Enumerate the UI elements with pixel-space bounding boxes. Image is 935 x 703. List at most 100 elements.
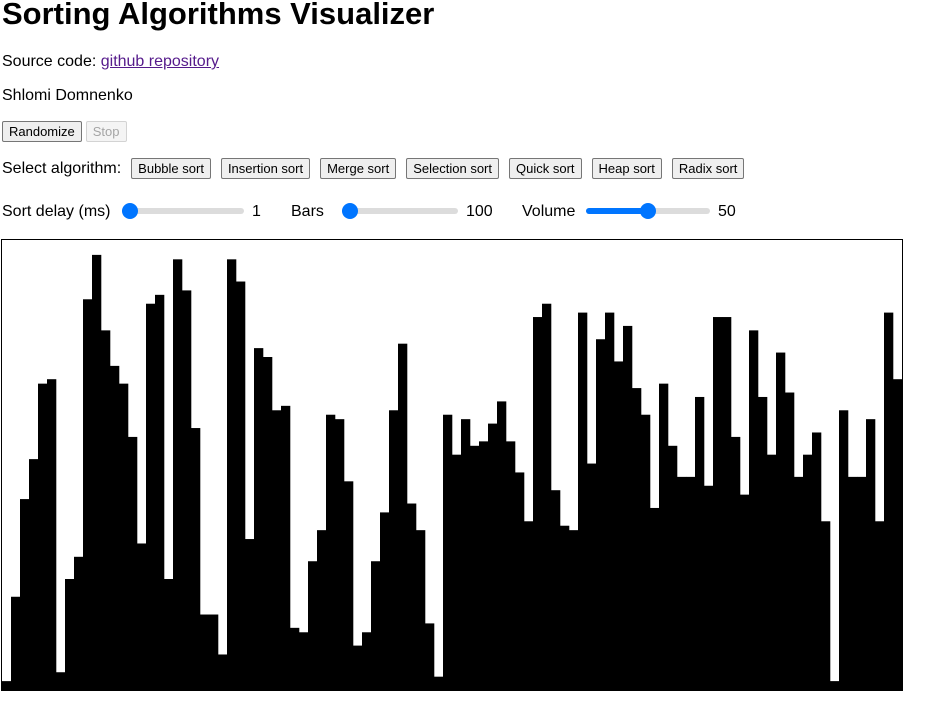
bar bbox=[506, 441, 516, 690]
bar bbox=[839, 410, 849, 690]
bar bbox=[362, 632, 372, 690]
volume-label: Volume bbox=[522, 203, 576, 220]
bar bbox=[830, 681, 840, 690]
bar bbox=[335, 419, 345, 690]
bar bbox=[173, 259, 183, 690]
bar bbox=[38, 383, 48, 690]
bar bbox=[461, 419, 471, 690]
bar bbox=[875, 521, 885, 690]
bar bbox=[542, 303, 552, 690]
sort-delay-slider[interactable] bbox=[122, 203, 244, 219]
bar bbox=[497, 401, 507, 690]
bar bbox=[2, 681, 12, 690]
bars-value: 100 bbox=[466, 203, 493, 220]
merge-sort-button[interactable]: Merge sort bbox=[320, 158, 397, 179]
bar bbox=[11, 596, 21, 690]
bar bbox=[425, 623, 435, 690]
bar bbox=[893, 379, 902, 690]
sort-delay-label: Sort delay (ms) bbox=[2, 203, 111, 220]
bars-slider[interactable] bbox=[342, 203, 458, 219]
stop-button[interactable]: Stop bbox=[85, 121, 127, 142]
bar bbox=[686, 476, 696, 690]
bar bbox=[56, 672, 66, 690]
bar bbox=[398, 343, 408, 690]
bar bbox=[101, 330, 111, 690]
github-link[interactable]: github repository bbox=[100, 53, 220, 70]
insertion-sort-button[interactable]: Insertion sort bbox=[220, 158, 311, 179]
bar bbox=[614, 361, 624, 690]
bar bbox=[812, 432, 822, 690]
algorithm-selector: Select algorithm: Bubble sort Insertion … bbox=[2, 158, 754, 179]
bar bbox=[578, 312, 588, 690]
bar bbox=[515, 472, 525, 690]
bar bbox=[290, 627, 300, 690]
bar bbox=[407, 503, 417, 690]
bar bbox=[281, 405, 291, 690]
select-algorithm-label: Select algorithm: bbox=[2, 159, 122, 177]
sorting-canvas bbox=[1, 239, 903, 691]
bar bbox=[209, 614, 219, 690]
bar bbox=[299, 632, 309, 690]
bar bbox=[416, 530, 426, 690]
volume-thumb[interactable] bbox=[640, 203, 656, 219]
bar bbox=[605, 312, 615, 690]
bar bbox=[659, 383, 669, 690]
bar bbox=[650, 507, 660, 690]
bar bbox=[740, 494, 750, 690]
bars-thumb[interactable] bbox=[342, 203, 358, 219]
bar bbox=[155, 294, 165, 690]
bar bbox=[344, 481, 354, 690]
radix-sort-button[interactable]: Radix sort bbox=[671, 158, 745, 179]
bar bbox=[866, 419, 876, 690]
bar bbox=[74, 556, 84, 690]
bar bbox=[524, 521, 534, 690]
bar bbox=[623, 325, 633, 690]
bar bbox=[443, 414, 453, 690]
bar bbox=[20, 499, 30, 690]
bar bbox=[317, 530, 327, 690]
bar bbox=[326, 414, 336, 690]
bar bbox=[200, 614, 210, 690]
slider-row: Sort delay (ms) 1 Bars 100 Volume 50 bbox=[2, 200, 902, 222]
bar bbox=[848, 476, 858, 690]
bar bbox=[758, 396, 768, 690]
bar bbox=[632, 388, 642, 690]
bar bbox=[551, 490, 561, 690]
bar bbox=[29, 459, 39, 690]
bars-chart bbox=[2, 254, 902, 690]
heap-sort-button[interactable]: Heap sort bbox=[591, 158, 662, 179]
bar bbox=[119, 383, 129, 690]
bar bbox=[380, 512, 390, 690]
bar bbox=[92, 254, 102, 690]
bar bbox=[146, 303, 156, 690]
bar bbox=[776, 352, 786, 690]
bar bbox=[803, 454, 813, 690]
bar bbox=[218, 654, 228, 690]
bubble-sort-button[interactable]: Bubble sort bbox=[131, 158, 211, 179]
bar bbox=[560, 525, 570, 690]
volume-slider[interactable] bbox=[586, 203, 710, 219]
bar bbox=[794, 476, 804, 690]
bar bbox=[596, 339, 606, 690]
bar bbox=[353, 645, 363, 690]
bar bbox=[488, 423, 498, 690]
randomize-button[interactable]: Randomize bbox=[2, 121, 82, 142]
bar bbox=[137, 543, 147, 690]
bar bbox=[479, 441, 489, 690]
bar bbox=[434, 676, 444, 690]
bar bbox=[704, 485, 714, 690]
bar bbox=[731, 436, 741, 690]
bar bbox=[371, 561, 381, 690]
control-buttons: Randomize Stop bbox=[2, 121, 127, 142]
bar bbox=[695, 396, 705, 690]
bar bbox=[245, 539, 255, 690]
sort-delay-thumb[interactable] bbox=[122, 203, 138, 219]
bar bbox=[65, 579, 75, 690]
bar bbox=[182, 290, 192, 690]
quick-sort-button[interactable]: Quick sort bbox=[509, 158, 582, 179]
bar bbox=[641, 414, 651, 690]
bar bbox=[470, 445, 480, 690]
sort-delay-value: 1 bbox=[252, 203, 261, 220]
selection-sort-button[interactable]: Selection sort bbox=[406, 158, 499, 179]
